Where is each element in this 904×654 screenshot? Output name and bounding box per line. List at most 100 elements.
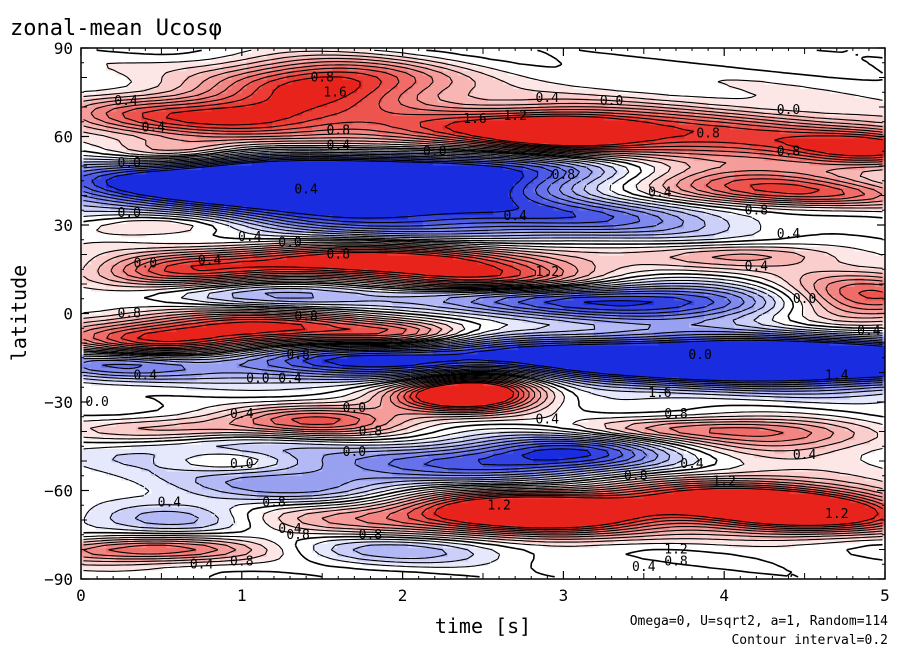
heatmap-cell	[382, 520, 389, 526]
heatmap-cell	[407, 466, 414, 472]
heatmap-cell	[372, 462, 379, 468]
heatmap-cell	[804, 565, 811, 571]
heatmap-cell	[623, 525, 630, 531]
heatmap-cell	[829, 525, 836, 531]
heatmap-cell	[528, 502, 534, 508]
heatmap-cell	[96, 520, 102, 526]
heatmap-cell	[699, 543, 705, 549]
heatmap-cell	[658, 520, 665, 526]
heatmap-cell	[804, 552, 811, 558]
heatmap-cell	[754, 547, 760, 553]
heatmap-cell	[357, 547, 364, 553]
heatmap-cell	[417, 543, 424, 549]
heatmap-cell	[251, 538, 258, 544]
heatmap-cell	[156, 520, 163, 526]
heatmap-cell	[292, 538, 298, 544]
heatmap-cell	[467, 457, 474, 463]
heatmap-cell	[804, 538, 811, 544]
heatmap-cell	[548, 570, 554, 576]
heatmap-cell	[452, 520, 459, 526]
heatmap-cell	[593, 502, 600, 508]
heatmap-cell	[764, 462, 771, 468]
heatmap-cell	[508, 516, 514, 522]
heatmap-cell	[176, 489, 183, 495]
heatmap-cell	[714, 507, 720, 513]
heatmap-cell	[588, 556, 595, 562]
heatmap-cell	[151, 448, 157, 454]
heatmap-cell	[638, 538, 645, 544]
heatmap-cell	[211, 498, 218, 504]
heatmap-cell	[804, 543, 811, 549]
heatmap-cell	[623, 520, 630, 526]
heatmap-cell	[231, 561, 238, 567]
heatmap-cell	[859, 525, 866, 531]
heatmap-cell	[648, 561, 655, 567]
heatmap-cell	[462, 502, 469, 508]
heatmap-cell	[578, 547, 585, 553]
heatmap-cell	[136, 534, 142, 540]
heatmap-cell	[131, 471, 137, 477]
heatmap-cell	[638, 516, 645, 522]
heatmap-cell	[246, 543, 253, 549]
heatmap-cell	[854, 556, 861, 562]
heatmap-cell	[678, 552, 685, 558]
heatmap-cell	[96, 570, 102, 576]
heatmap-cell	[844, 457, 851, 463]
heatmap-cell	[176, 475, 183, 481]
heatmap-cell	[779, 543, 786, 549]
heatmap-cell	[784, 507, 791, 513]
heatmap-cell	[206, 502, 213, 508]
heatmap-cell	[543, 570, 549, 576]
heatmap-cell	[799, 561, 806, 567]
heatmap-cell	[568, 453, 575, 459]
heatmap-cell	[533, 561, 539, 567]
heatmap-cell	[302, 561, 308, 567]
heatmap-cell	[181, 462, 188, 468]
heatmap-cell	[799, 516, 806, 522]
heatmap-cell	[236, 552, 243, 558]
heatmap-cell	[658, 565, 665, 571]
heatmap-cell	[623, 561, 630, 567]
heatmap-cell	[849, 466, 856, 472]
heatmap-cell	[518, 516, 524, 522]
heatmap-cell	[141, 565, 147, 571]
heatmap-cell	[246, 480, 253, 486]
heatmap-cell	[317, 547, 323, 553]
heatmap-cell	[161, 570, 168, 576]
heatmap-cell	[744, 498, 750, 504]
heatmap-cell	[563, 574, 570, 579]
heatmap-cell	[347, 543, 353, 549]
heatmap-cell	[709, 516, 715, 522]
heatmap-cell	[121, 529, 127, 535]
heatmap-cell	[382, 570, 389, 576]
heatmap-cell	[563, 511, 570, 517]
heatmap-cell	[533, 453, 539, 459]
heatmap-cell	[543, 502, 549, 508]
heatmap-cell	[834, 570, 841, 576]
heatmap-cell	[417, 462, 424, 468]
heatmap-cell	[568, 520, 575, 526]
heatmap-cell	[633, 529, 640, 535]
heatmap-cell	[432, 453, 439, 459]
heatmap-cell	[789, 525, 796, 531]
heatmap-cell	[251, 525, 258, 531]
heatmap-cell	[312, 516, 318, 522]
heatmap-cell	[794, 507, 801, 513]
heatmap-cell	[101, 457, 107, 463]
heatmap-cell	[327, 480, 333, 486]
heatmap-cell	[568, 556, 575, 562]
heatmap-cell	[498, 534, 504, 540]
heatmap-cell	[437, 547, 444, 553]
heatmap-cell	[498, 565, 504, 571]
heatmap-cell	[261, 547, 268, 553]
heatmap-cell	[312, 543, 318, 549]
heatmap-cell	[397, 561, 404, 567]
heatmap-cell	[81, 565, 87, 571]
heatmap-cell	[206, 529, 213, 535]
heatmap-cell	[271, 489, 278, 495]
heatmap-cell	[593, 498, 600, 504]
heatmap-cell	[307, 543, 313, 549]
heatmap-cell	[402, 547, 409, 553]
heatmap-cell	[789, 556, 796, 562]
heatmap-cell	[352, 471, 358, 477]
